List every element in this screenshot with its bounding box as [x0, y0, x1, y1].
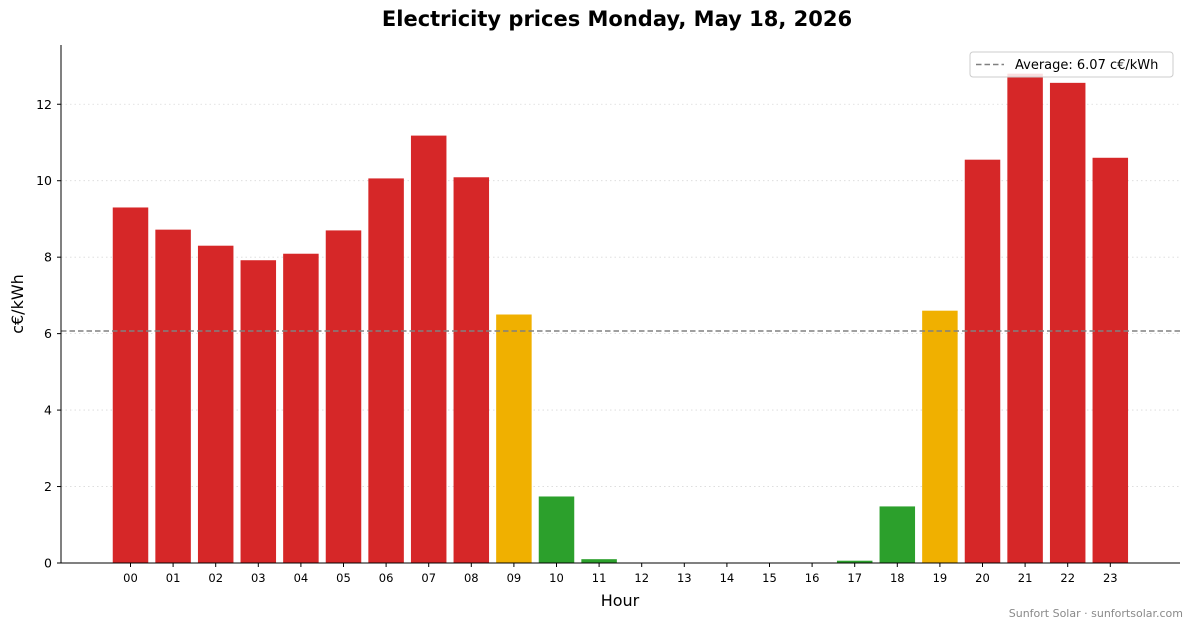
- bar-hour-11: [581, 559, 617, 563]
- x-tick-label: 20: [975, 571, 990, 585]
- x-tick-label: 03: [251, 571, 266, 585]
- x-tick-label: 11: [592, 571, 607, 585]
- x-tick-label: 02: [208, 571, 223, 585]
- x-tick-label: 18: [890, 571, 905, 585]
- bar-hour-01: [155, 229, 191, 563]
- x-tick-label: 00: [123, 571, 138, 585]
- y-tick-label: 12: [36, 97, 52, 112]
- x-axis-label: Hour: [601, 591, 640, 610]
- bar-hour-09: [496, 314, 532, 563]
- y-tick-label: 2: [44, 479, 52, 494]
- y-tick-label: 8: [44, 250, 52, 265]
- bar-hour-03: [240, 260, 277, 563]
- bar-hour-10: [538, 496, 575, 563]
- x-tick-label: 14: [720, 571, 735, 585]
- x-tick-label: 08: [464, 571, 479, 585]
- x-tick-label: 16: [805, 571, 820, 585]
- legend-box: [969, 51, 1174, 78]
- bar-hour-08: [453, 177, 490, 563]
- x-tick-label: 09: [507, 571, 522, 585]
- legend: Average: 6.07 c€/kWh: [969, 51, 1174, 78]
- x-tick-label: 21: [1018, 571, 1033, 585]
- bar-hour-18: [879, 506, 916, 563]
- y-tick-label: 0: [44, 556, 52, 571]
- x-tick-label: 01: [166, 571, 181, 585]
- x-tick-label: 04: [294, 571, 309, 585]
- chart-title: Electricity prices Monday, May 18, 2026: [382, 7, 852, 31]
- x-tick-label: 07: [421, 571, 436, 585]
- y-tick-label: 4: [44, 403, 52, 418]
- legend-average-label: Average: 6.07 c€/kWh: [1015, 58, 1158, 73]
- y-ticks: 0 2 4 6 8 10 12: [36, 97, 61, 571]
- bar-hour-21: [1007, 73, 1043, 564]
- x-tick-label: 17: [847, 571, 862, 585]
- bar-hour-17: [836, 560, 873, 563]
- bar-hour-19: [922, 310, 958, 563]
- x-tick-label: 19: [933, 571, 948, 585]
- bar-hour-07: [410, 135, 447, 563]
- x-tick-label: 06: [379, 571, 394, 585]
- x-ticks: 00 01 02 03 04 05 06 07 08 09 10 11 12 13 14 15 16 17 18 19…: [123, 563, 1118, 585]
- x-tick-label: 22: [1060, 571, 1075, 585]
- bar-hour-00: [112, 207, 149, 563]
- x-tick-label: 23: [1103, 571, 1118, 585]
- bar-hour-05: [325, 230, 362, 563]
- footer-credit: Sunfort Solar · sunfortsolar.com: [1009, 607, 1183, 620]
- y-tick-label: 10: [36, 173, 52, 188]
- bars: [112, 73, 1129, 564]
- y-tick-label: 6: [44, 326, 52, 341]
- bar-hour-06: [368, 178, 404, 563]
- bar-hour-04: [283, 253, 319, 563]
- x-tick-label: 10: [549, 571, 564, 585]
- x-tick-label: 12: [634, 571, 649, 585]
- bar-hour-23: [1092, 157, 1129, 563]
- x-tick-label: 05: [336, 571, 351, 585]
- x-tick-label: 13: [677, 571, 692, 585]
- bar-hour-20: [964, 159, 1001, 563]
- bar-hour-22: [1049, 82, 1086, 563]
- bar-hour-02: [197, 245, 234, 563]
- x-tick-label: 15: [762, 571, 777, 585]
- y-axis-label: c€/kWh: [8, 274, 27, 334]
